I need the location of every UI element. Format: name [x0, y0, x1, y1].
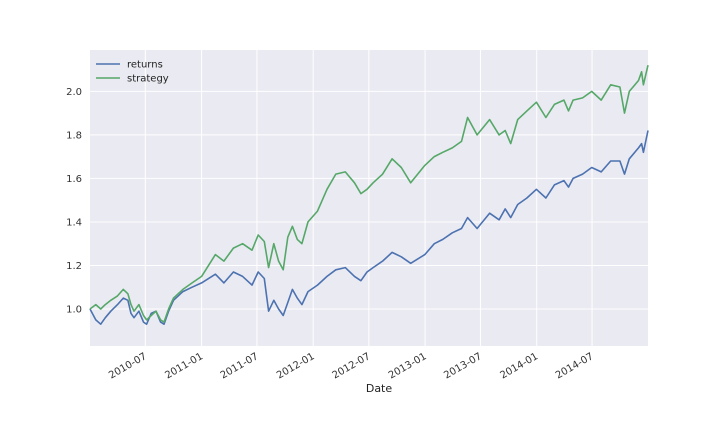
legend-label-returns: returns [127, 60, 163, 71]
series-line-returns [89, 130, 649, 325]
series-lines [89, 65, 649, 325]
y-tick-label: 2.0 [66, 87, 82, 98]
x-tick-label: 2012-07 [331, 351, 373, 381]
y-tick-label: 1.4 [66, 217, 82, 228]
x-tick-label: 2013-07 [442, 351, 484, 381]
x-axis-label: Date [366, 382, 393, 395]
x-tick-label: 2011-07 [219, 351, 261, 381]
x-tick-label: 2014-07 [554, 351, 596, 381]
series-line-strategy [89, 65, 649, 323]
x-tick-label: 2012-01 [275, 351, 317, 381]
grid [90, 50, 648, 346]
y-tick-label: 1.8 [66, 130, 82, 141]
x-axis: 2010-07 2011-01 2011-07 2012-01 2012-07 2013-… [107, 351, 595, 381]
y-tick-label: 1.2 [66, 261, 82, 272]
x-tick-label: 2014-01 [499, 351, 541, 381]
y-tick-label: 1.6 [66, 174, 82, 185]
y-tick-label: 1.0 [66, 305, 82, 316]
legend-label-strategy: strategy [127, 74, 169, 85]
y-axis: 1.0 1.2 1.4 1.6 1.8 2.0 [66, 87, 82, 316]
x-tick-label: 2013-01 [387, 351, 429, 381]
legend: returns strategy [96, 60, 169, 85]
x-tick-label: 2010-07 [107, 351, 149, 381]
x-tick-label: 2011-01 [163, 351, 205, 381]
